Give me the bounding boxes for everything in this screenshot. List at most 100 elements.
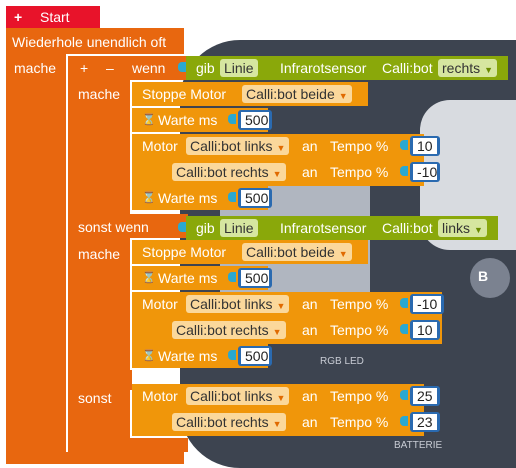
- cond1-sensor: Infrarotsensor: [280, 60, 367, 76]
- stop1-label: Stoppe Motor: [142, 86, 227, 102]
- motor3b-value-input[interactable]: 23: [410, 412, 440, 432]
- motor1b-tempo: Tempo %: [330, 164, 389, 180]
- wait1-label: Warte ms: [158, 112, 218, 128]
- cond2-gib: gib: [196, 220, 215, 236]
- motor1a-tempo: Tempo %: [330, 138, 389, 154]
- stop-motor-block-2[interactable]: Stoppe Motor Calli:bot beide ▼: [132, 240, 368, 264]
- dropdown-arrow-icon: ▼: [338, 249, 348, 259]
- stop1-target-dropdown[interactable]: Calli:bot beide ▼: [242, 85, 352, 103]
- motor2b-value-input[interactable]: 10: [410, 320, 440, 340]
- button-b-label: B: [478, 268, 489, 284]
- motor3b-an: an: [302, 414, 318, 430]
- motor3a-an: an: [302, 388, 318, 404]
- motor1a-an: an: [302, 138, 318, 154]
- motor2a-value-text: -10: [413, 296, 441, 312]
- wait3-value-input[interactable]: 500: [238, 268, 272, 288]
- wait-block-3[interactable]: ⌛ Warte ms 500: [132, 266, 272, 290]
- wait-block-1[interactable]: ⌛ Warte ms 500: [132, 108, 272, 132]
- cond2-linie-dropdown[interactable]: Linie: [220, 219, 258, 237]
- motor2a-label: Motor: [142, 296, 178, 312]
- motor-block-2[interactable]: Motor Calli:bot links ▼ an Tempo % -10 Ca…: [132, 292, 444, 344]
- dropdown-arrow-icon: ▼: [272, 327, 282, 337]
- motor1a-target-text: Calli:bot links: [190, 138, 273, 154]
- wait-block-4[interactable]: ⌛ Warte ms 500: [132, 344, 272, 368]
- forever-label: Wiederhole unendlich oft: [12, 34, 167, 50]
- if-minus-icon[interactable]: –: [106, 60, 114, 76]
- motor1b-connector: [400, 166, 408, 176]
- cond2-side-dropdown[interactable]: links ▼: [438, 219, 487, 237]
- motor1a-value-input[interactable]: 10: [410, 136, 440, 156]
- cond2-side-text: links: [442, 220, 471, 236]
- if-block-foot: [68, 438, 188, 452]
- cond2-connector: [178, 222, 186, 232]
- wait1-connector: [228, 114, 236, 124]
- forever-loop-foot: [6, 452, 184, 464]
- hourglass-icon: ⌛: [142, 114, 156, 126]
- motor1b-value-text: -10: [413, 164, 437, 180]
- hourglass-icon: ⌛: [142, 350, 156, 362]
- if-plus-icon[interactable]: +: [80, 60, 89, 76]
- wait3-value-text: 500: [241, 270, 269, 286]
- motor2b-value-text: 10: [413, 322, 437, 338]
- forever-loop-block[interactable]: Wiederhole unendlich oft: [6, 28, 184, 54]
- stop2-target-dropdown[interactable]: Calli:bot beide ▼: [242, 243, 352, 261]
- plus-icon[interactable]: +: [14, 9, 23, 25]
- motor2b-tempo: Tempo %: [330, 322, 389, 338]
- motor2a-target-dropdown[interactable]: Calli:bot links ▼: [186, 295, 290, 313]
- motor1b-value-input[interactable]: -10: [410, 162, 440, 182]
- cond1-gib: gib: [196, 60, 215, 76]
- motor3b-target-text: Calli:bot rechts: [176, 414, 269, 430]
- motor2a-tempo: Tempo %: [330, 296, 389, 312]
- wait-block-2[interactable]: ⌛ Warte ms 500: [132, 186, 272, 210]
- motor-block-3[interactable]: Motor Calli:bot links ▼ an Tempo % 25 Cal…: [132, 384, 440, 436]
- dropdown-arrow-icon: ▼: [276, 143, 286, 153]
- cond1-linie-dropdown[interactable]: Linie: [220, 59, 258, 77]
- motor2b-target-dropdown[interactable]: Calli:bot rechts ▼: [172, 321, 286, 339]
- stop2-target-text: Calli:bot beide: [246, 244, 335, 260]
- elseif-row: sonst wenn: [68, 214, 188, 238]
- motor2a-an: an: [302, 296, 318, 312]
- cond2-callibot: Calli:bot: [382, 220, 433, 236]
- start-label: Start: [40, 9, 70, 25]
- dropdown-arrow-icon: ▼: [276, 393, 286, 403]
- motor3a-label: Motor: [142, 388, 178, 404]
- wait3-connector: [228, 272, 236, 282]
- motor3a-value-text: 25: [413, 388, 437, 404]
- motor2b-an: an: [302, 322, 318, 338]
- cond1-callibot: Calli:bot: [382, 60, 433, 76]
- condition-rechts-block[interactable]: gib Linie Infrarotsensor Calli:bot recht…: [186, 56, 508, 80]
- forever-loop-body: mache: [6, 54, 66, 458]
- motor3a-target-dropdown[interactable]: Calli:bot links ▼: [186, 387, 290, 405]
- wait2-connector: [228, 192, 236, 202]
- motor2a-value-input[interactable]: -10: [410, 294, 444, 314]
- wait4-value-input[interactable]: 500: [238, 346, 272, 366]
- motor1b-an: an: [302, 164, 318, 180]
- motor2a-target-text: Calli:bot links: [190, 296, 273, 312]
- motor2b-target-text: Calli:bot rechts: [176, 322, 269, 338]
- motor-block-1[interactable]: Motor Calli:bot links ▼ an Tempo % 10 Cal…: [132, 134, 440, 186]
- wait2-value-input[interactable]: 500: [238, 188, 272, 208]
- wait1-value-text: 500: [241, 112, 269, 128]
- motor1a-value-text: 10: [413, 138, 437, 154]
- condition-links-block[interactable]: gib Linie Infrarotsensor Calli:bot links…: [186, 216, 498, 240]
- dropdown-arrow-icon: ▼: [338, 91, 348, 101]
- stop-motor-block-1[interactable]: Stoppe Motor Calli:bot beide ▼: [132, 82, 368, 106]
- if-label: wenn: [132, 60, 166, 76]
- motor3b-target-dropdown[interactable]: Calli:bot rechts ▼: [172, 413, 286, 431]
- hourglass-icon: ⌛: [142, 192, 156, 204]
- cond1-connector: [178, 62, 186, 72]
- start-block[interactable]: + Start: [6, 6, 100, 28]
- if-block[interactable]: + – wenn: [68, 56, 188, 80]
- wait1-value-input[interactable]: 500: [238, 110, 272, 130]
- motor3a-value-input[interactable]: 25: [410, 386, 440, 406]
- wait2-label: Warte ms: [158, 190, 218, 206]
- motor1a-target-dropdown[interactable]: Calli:bot links ▼: [186, 137, 290, 155]
- motor1a-label: Motor: [142, 138, 178, 154]
- cond1-side-dropdown[interactable]: rechts ▼: [438, 59, 498, 77]
- forever-do-label: mache: [14, 60, 57, 76]
- elseif-do-label: mache: [78, 246, 121, 262]
- else-row: [68, 370, 132, 390]
- stop2-label: Stoppe Motor: [142, 244, 227, 260]
- motor1b-target-dropdown[interactable]: Calli:bot rechts ▼: [172, 163, 286, 181]
- dropdown-arrow-icon: ▼: [484, 65, 494, 75]
